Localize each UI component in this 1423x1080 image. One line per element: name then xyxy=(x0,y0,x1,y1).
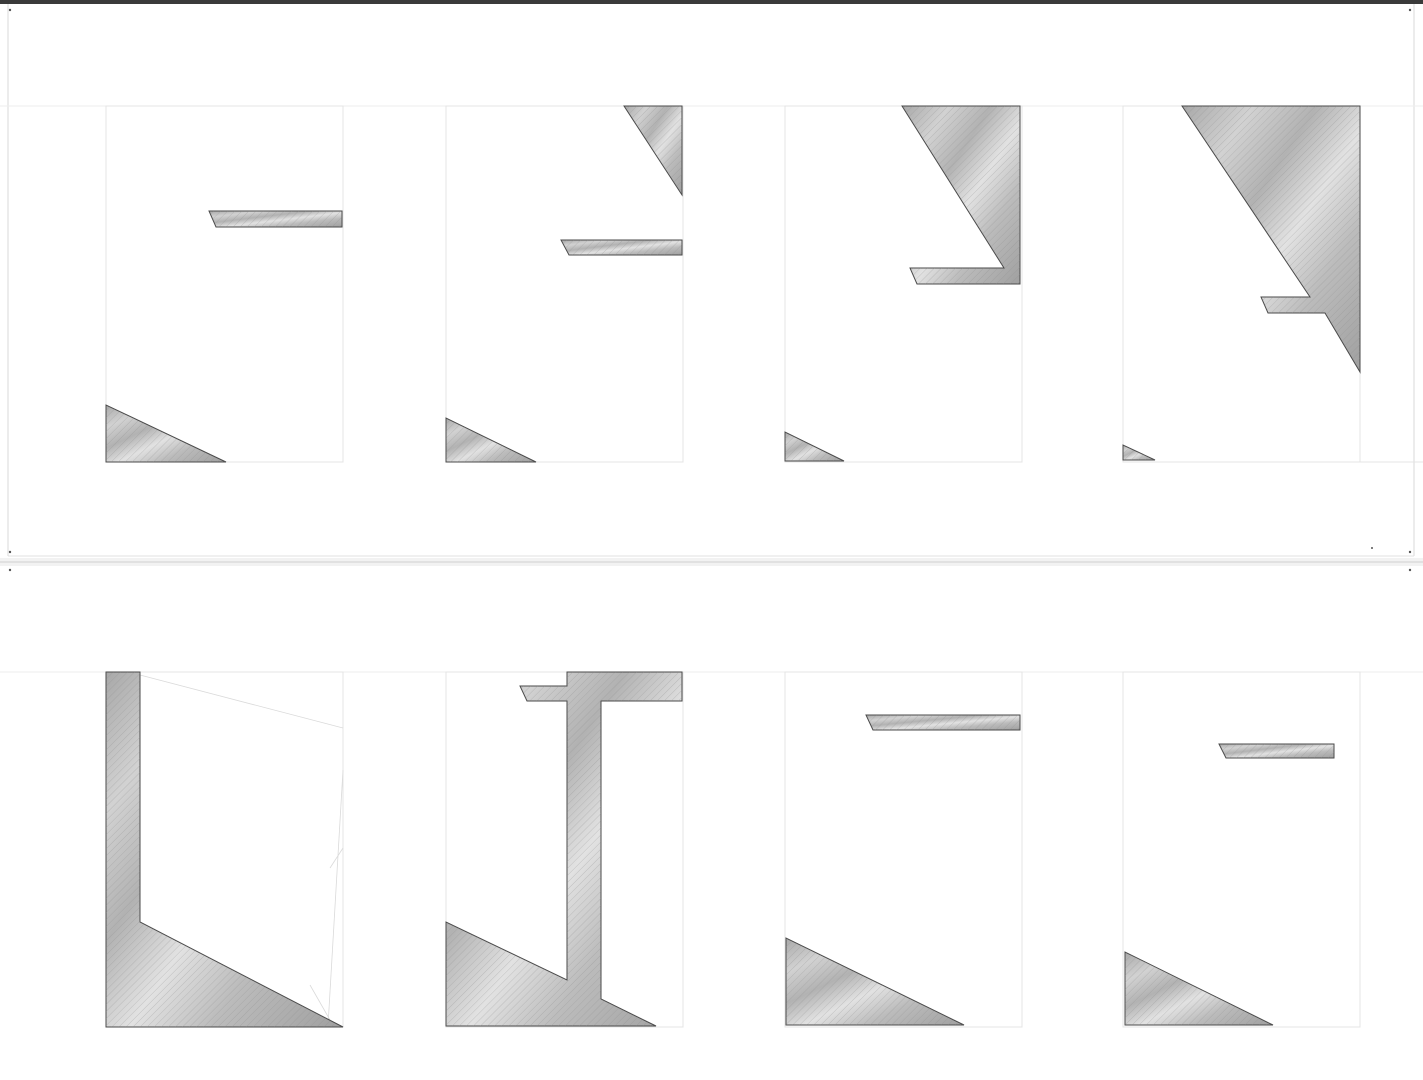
pin-marks xyxy=(8,8,1412,572)
sheet-top xyxy=(0,0,1423,557)
shapes xyxy=(105,105,1361,1028)
construction-lines xyxy=(139,674,344,1027)
sheet-divider xyxy=(0,558,1423,566)
panel-guides xyxy=(105,105,1423,1028)
shape-p1-bar-hatch xyxy=(209,211,342,227)
